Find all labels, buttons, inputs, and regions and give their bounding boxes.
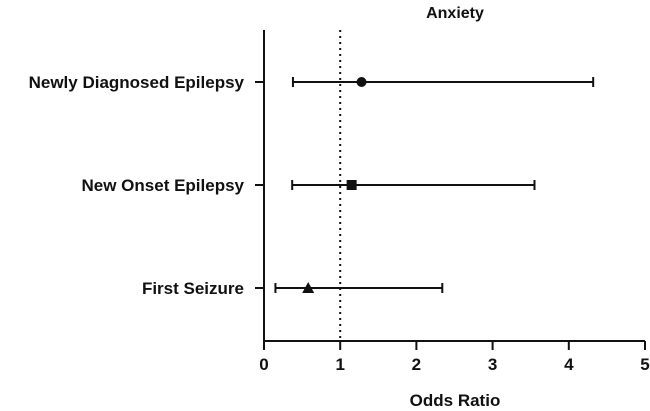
- x-tick-label: 2: [412, 355, 421, 374]
- point-estimate-circle: [356, 77, 367, 87]
- x-tick-label: 3: [488, 355, 497, 374]
- plot-layer: 0 1 2 3 4 5 Newly Diagnosed Epilepsy New Onset …: [29, 30, 650, 374]
- point-estimate-square: [346, 180, 357, 190]
- x-axis-label: Odds Ratio: [410, 391, 501, 410]
- y-category-label: First Seizure: [142, 279, 244, 298]
- x-tick-label: 0: [259, 355, 268, 374]
- point-estimate-triangle: [302, 282, 315, 293]
- x-tick-label: 1: [335, 355, 344, 374]
- y-category-label: Newly Diagnosed Epilepsy: [29, 73, 245, 92]
- x-tick-label: 5: [640, 355, 649, 374]
- y-category-label: New Onset Epilepsy: [82, 176, 245, 195]
- chart-title: Anxiety: [426, 5, 484, 22]
- x-tick-label: 4: [564, 355, 574, 374]
